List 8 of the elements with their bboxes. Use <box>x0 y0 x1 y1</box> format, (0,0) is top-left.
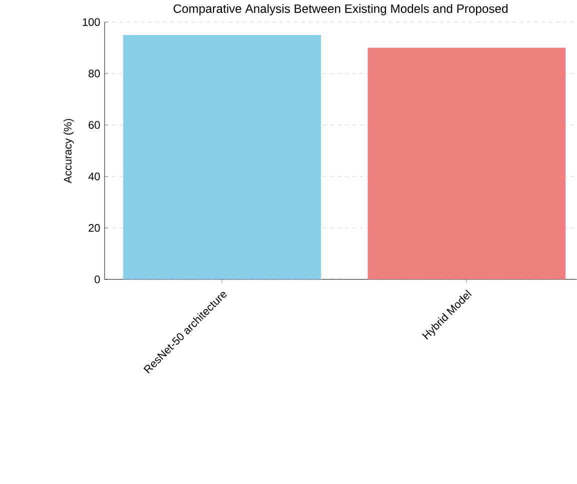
y-tick-label: 100 <box>82 18 100 26</box>
y-tick-label: 20 <box>88 224 100 232</box>
y-tick-label: 80 <box>88 70 100 78</box>
chart-title: Comparative Analysis Between Existing Models and Proposed <box>174 4 508 16</box>
y-tick-label: 40 <box>88 172 100 180</box>
y-tick-label: 60 <box>88 121 100 129</box>
y-tick-label: 0 <box>94 276 100 284</box>
y-axis-title: Accuracy (%) <box>64 118 74 184</box>
